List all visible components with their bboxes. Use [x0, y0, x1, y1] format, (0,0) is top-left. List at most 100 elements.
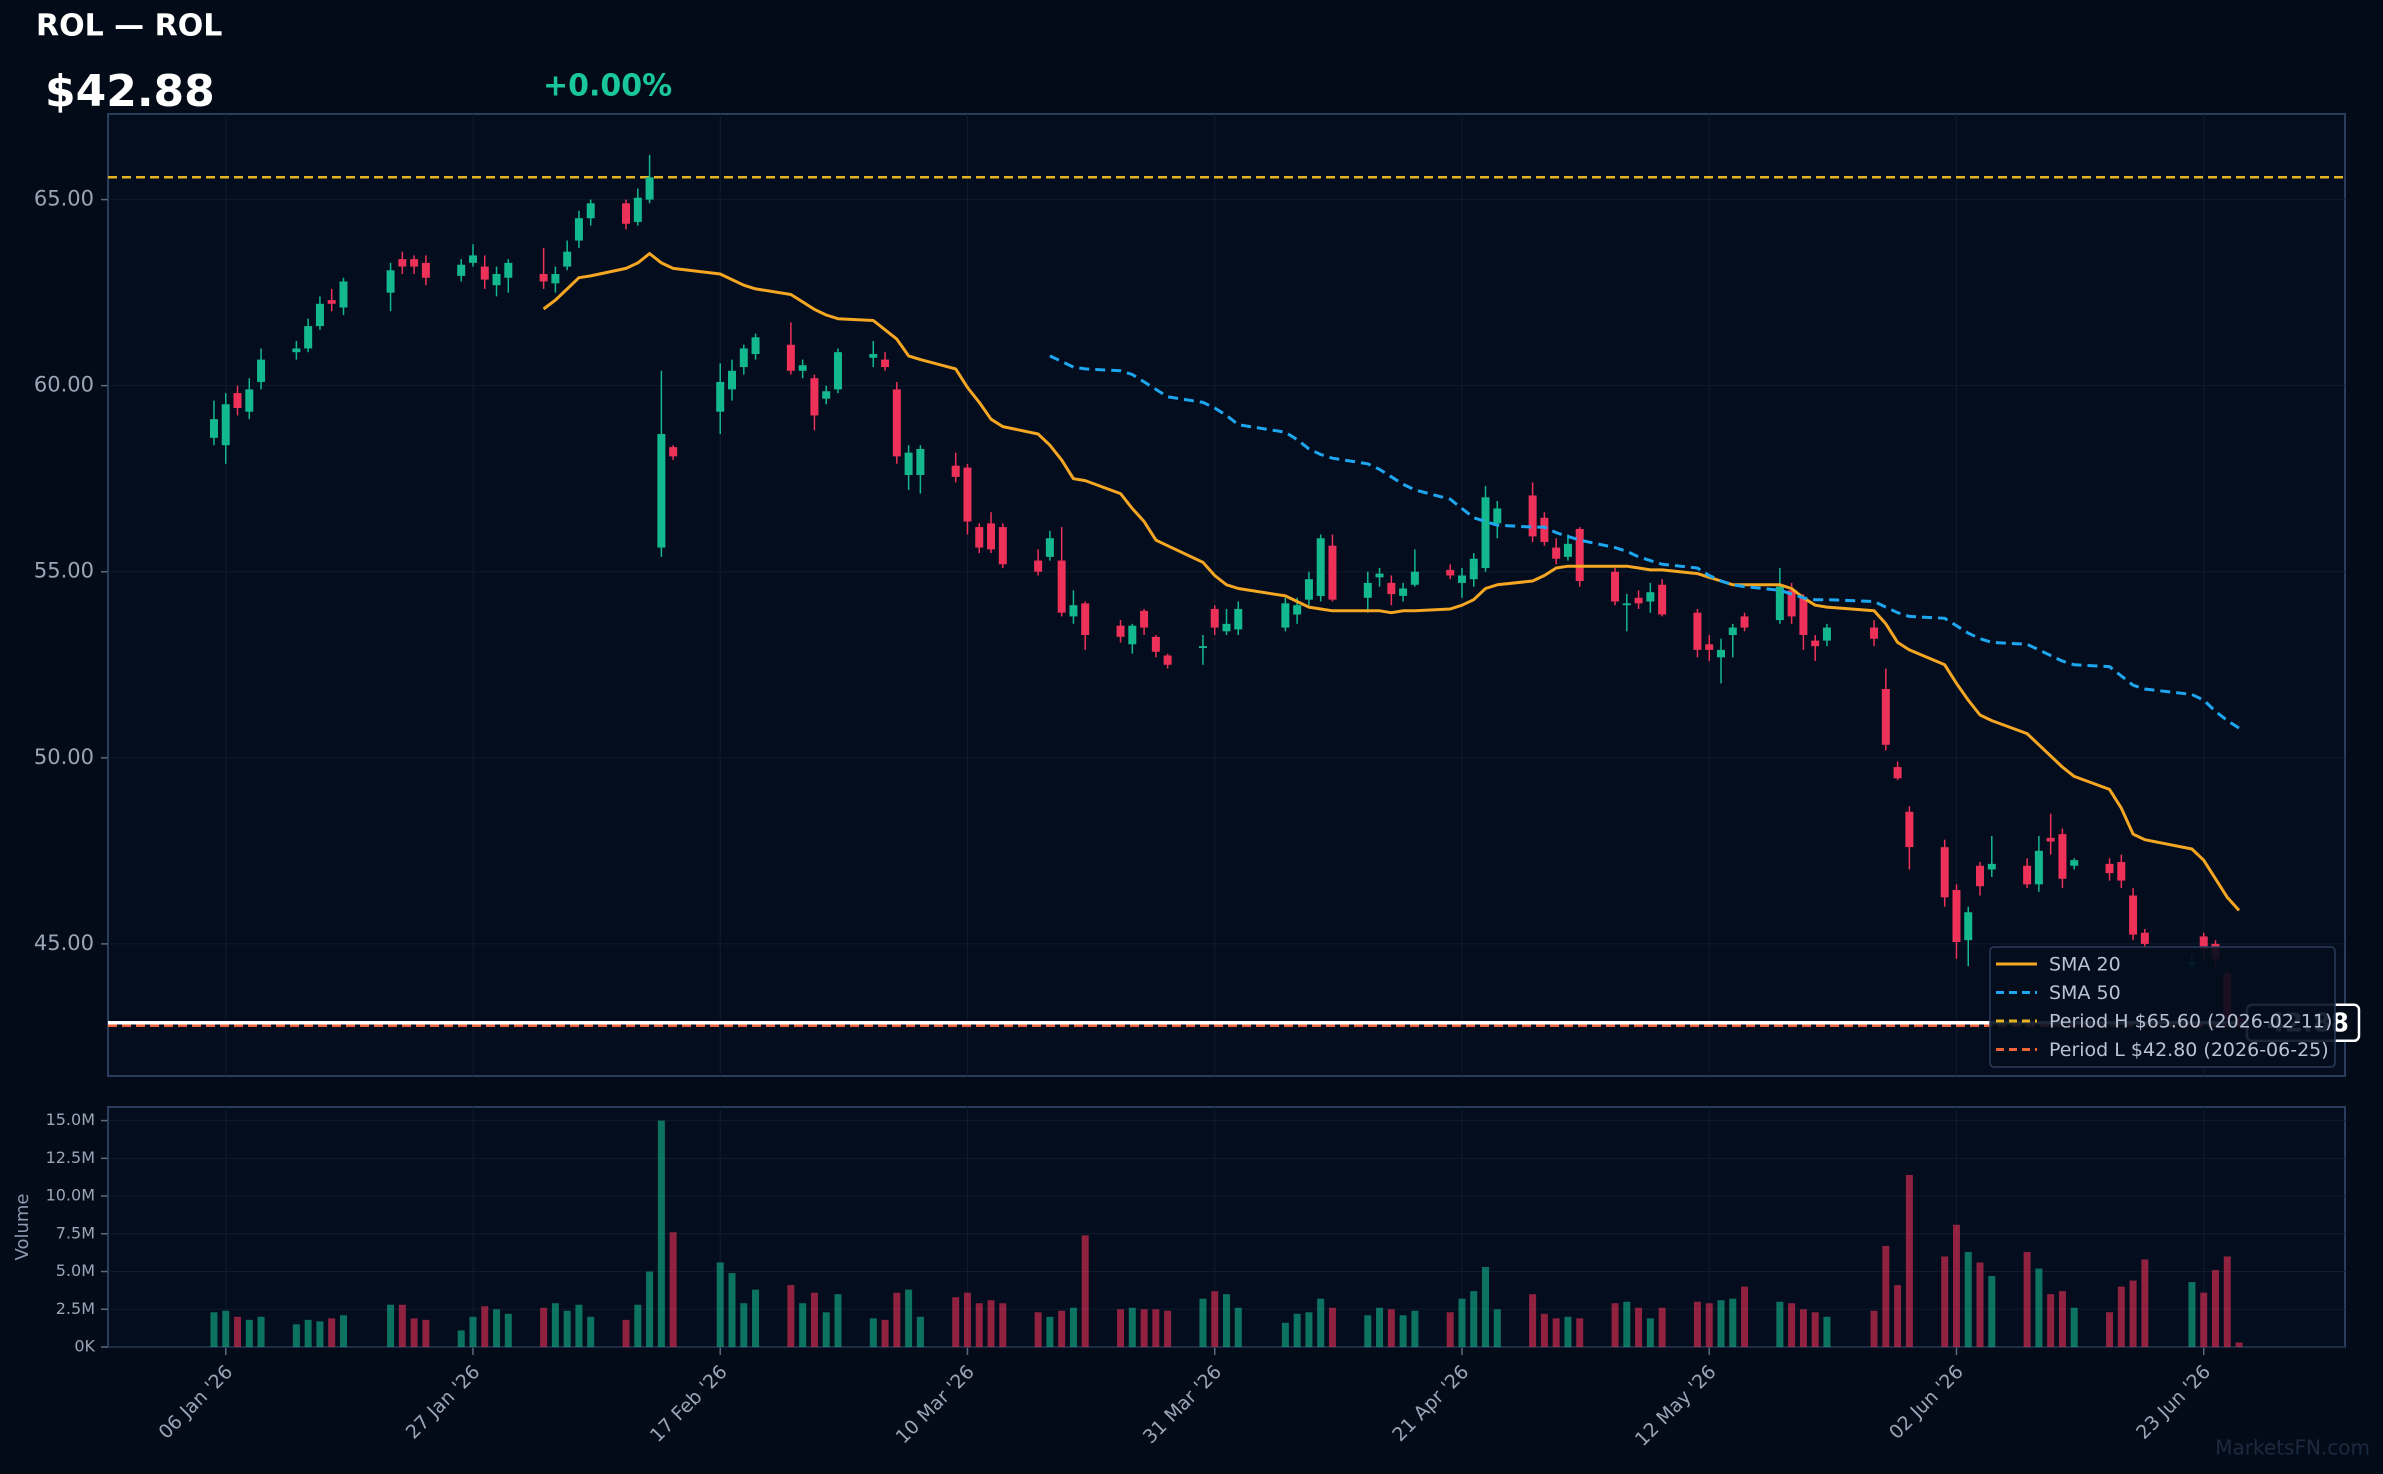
candle-body — [1822, 627, 1831, 641]
volume-bar — [2200, 1292, 2208, 1347]
volume-bar — [1376, 1307, 1384, 1347]
candle-body — [1387, 582, 1396, 595]
volume-bar — [245, 1319, 253, 1347]
candle-body — [881, 359, 890, 368]
volume-bar — [1234, 1307, 1242, 1347]
watermark: MarketsFN.com — [2215, 1436, 2370, 1460]
candle-body — [1705, 644, 1714, 650]
volume-bar — [1482, 1267, 1490, 1347]
volume-bar — [422, 1319, 430, 1347]
candle-body — [657, 434, 666, 548]
candle-body — [622, 203, 631, 224]
candle-body — [810, 378, 819, 416]
candle-body — [386, 270, 395, 293]
candle-body — [1728, 627, 1737, 636]
candle-body — [1811, 640, 1820, 647]
volume-bar — [2141, 1259, 2149, 1347]
volume-bar — [1058, 1310, 1066, 1347]
candle-body — [245, 389, 254, 412]
candle-body — [1057, 560, 1066, 613]
volume-bar — [1364, 1315, 1372, 1347]
volume-bar — [1870, 1310, 1878, 1347]
volume-bar — [1211, 1291, 1219, 1347]
volume-bar — [292, 1324, 300, 1347]
volume-bar — [1199, 1298, 1207, 1347]
volume-bar — [1964, 1251, 1972, 1347]
volume-bar — [916, 1316, 924, 1347]
volume-bar — [999, 1303, 1007, 1347]
volume-tick-label: 0K — [74, 1337, 95, 1356]
volume-bar — [587, 1316, 595, 1347]
candle-body — [398, 259, 407, 267]
candle-body — [480, 266, 489, 280]
volume-bar — [1823, 1316, 1831, 1347]
candle-body — [2034, 850, 2043, 885]
volume-bar — [1117, 1309, 1125, 1347]
candle-body — [1964, 912, 1973, 941]
candle-body — [304, 326, 313, 349]
candle-body — [1316, 538, 1325, 596]
volume-bar — [2058, 1291, 2066, 1347]
candle-body — [1905, 811, 1914, 848]
volume-bar — [1905, 1174, 1913, 1347]
candle-body — [633, 197, 642, 222]
volume-bar — [1034, 1312, 1042, 1347]
candle-body — [798, 365, 807, 371]
volume-bar — [2223, 1256, 2231, 1347]
candle-body — [751, 337, 760, 355]
volume-bar — [1529, 1294, 1537, 1347]
volume-bar — [1128, 1307, 1136, 1347]
legend-label: SMA 50 — [2049, 982, 2121, 1004]
candle-body — [1563, 543, 1572, 557]
volume-bar — [504, 1313, 512, 1347]
volume-tick-label: 12.5M — [46, 1148, 95, 1167]
volume-bar — [540, 1307, 548, 1347]
volume-bar — [575, 1304, 583, 1347]
volume-bar — [728, 1273, 736, 1347]
candle-body — [1116, 625, 1125, 637]
candle-body — [292, 348, 301, 353]
candle-body — [586, 203, 595, 219]
volume-tick-label: 15.0M — [46, 1110, 95, 1129]
candle-body — [916, 448, 925, 475]
candle-body — [2023, 865, 2032, 885]
y-tick-label: 65.00 — [34, 187, 94, 211]
candle-body — [1622, 603, 1631, 606]
volume-bar — [457, 1330, 465, 1347]
candle-body — [1528, 495, 1537, 537]
candle-body — [315, 303, 324, 327]
volume-bar — [1164, 1310, 1172, 1347]
volume-bar — [1293, 1313, 1301, 1347]
candle-body — [1881, 688, 1890, 745]
candle-body — [998, 527, 1007, 565]
volume-bar — [1387, 1309, 1395, 1347]
volume-tick-label: 10.0M — [46, 1186, 95, 1205]
candle-body — [539, 274, 548, 282]
volume-bar — [1446, 1312, 1454, 1347]
change-label: +0.00% — [543, 69, 672, 104]
volume-bar — [1693, 1301, 1701, 1347]
volume-bar — [1564, 1316, 1572, 1347]
volume-bar — [398, 1304, 406, 1347]
volume-bar — [2023, 1251, 2031, 1347]
volume-bar — [410, 1318, 418, 1347]
candle-body — [551, 274, 560, 284]
candle-body — [2046, 837, 2055, 842]
legend: SMA 20 SMA 50 Period H $65.60 (2026-02-11)… — [1989, 946, 2336, 1068]
candle-body — [1198, 646, 1207, 649]
candle-body — [1293, 605, 1302, 615]
candle-body — [645, 177, 654, 200]
candle-body — [716, 381, 725, 412]
volume-bar — [1882, 1245, 1890, 1347]
candle-body — [468, 255, 477, 263]
candle-body — [327, 300, 336, 304]
volume-bar — [952, 1297, 960, 1347]
volume-bar — [2188, 1282, 2196, 1347]
volume-bar — [1635, 1307, 1643, 1347]
candle-body — [1634, 597, 1643, 604]
volume-bar — [2070, 1307, 2078, 1347]
candle-body — [1045, 538, 1054, 557]
volume-bar — [1705, 1303, 1713, 1347]
candle-body — [739, 348, 748, 368]
